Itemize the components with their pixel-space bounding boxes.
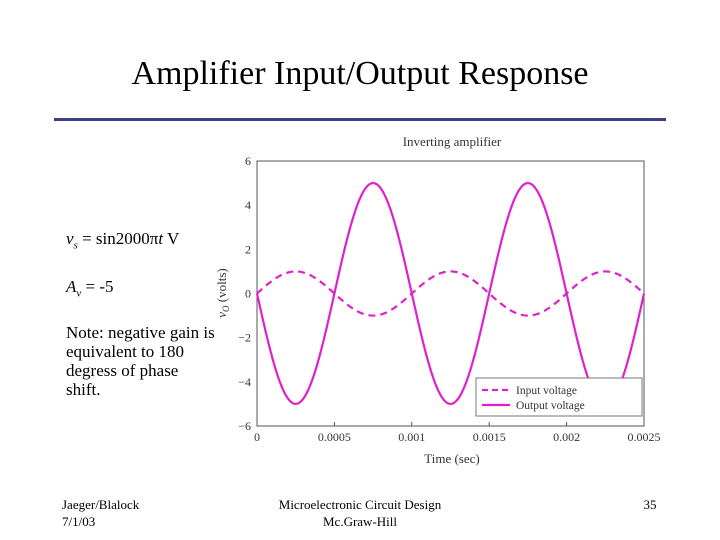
input-equation: vs = sin2000πt V bbox=[66, 229, 179, 255]
y-tick-label: 6 bbox=[245, 154, 251, 168]
eq-gain-sub: v bbox=[76, 287, 82, 300]
x-axis-label: Time (sec) bbox=[424, 451, 480, 466]
title-divider bbox=[54, 118, 666, 121]
x-tick-label: 0.001 bbox=[398, 430, 425, 444]
chart-title: Inverting amplifier bbox=[403, 134, 502, 149]
eq-input-unit: V bbox=[163, 229, 180, 248]
page-number: 35 bbox=[643, 497, 657, 512]
series-line-input-voltage bbox=[256, 270, 645, 317]
slide-title: Amplifier Input/Output Response bbox=[131, 55, 589, 92]
series-line-output-voltage bbox=[255, 181, 646, 406]
y-tick-label: −6 bbox=[238, 419, 251, 433]
y-tick-label: 4 bbox=[245, 198, 251, 212]
y-tick-label: −4 bbox=[238, 375, 251, 389]
footer-publisher: Mc.Graw-Hill bbox=[322, 514, 397, 529]
eq-gain-var: A bbox=[66, 277, 77, 296]
eq-input-t: t bbox=[158, 229, 164, 248]
footer-authors: Jaeger/Blalock 7/1/03 bbox=[62, 496, 139, 530]
x-tick-label: 0.0025 bbox=[628, 430, 661, 444]
inverting-amplifier-chart: Inverting amplifier vO (volts) Time (sec… bbox=[214, 134, 661, 466]
eq-gain-rest: = -5 bbox=[81, 277, 114, 296]
y-tick-label: 0 bbox=[245, 287, 251, 301]
y-axis-label-symbol: v bbox=[214, 312, 229, 318]
eq-input-rest: = sin2000 bbox=[77, 229, 150, 248]
y-axis-label: vO (volts) bbox=[214, 268, 231, 317]
footer-book: Microelectronic Circuit Design Mc.Graw-H… bbox=[220, 496, 500, 530]
x-tick-label: 0 bbox=[254, 430, 260, 444]
eq-input-var: v bbox=[66, 229, 74, 248]
gain-equation: Av = -5 bbox=[66, 277, 114, 303]
x-tick-label: 0.002 bbox=[553, 430, 580, 444]
y-axis-label-sub: O bbox=[221, 305, 231, 312]
x-tick-label: 0.0005 bbox=[318, 430, 351, 444]
legend-label: Output voltage bbox=[516, 400, 585, 412]
y-tick-label: −2 bbox=[238, 331, 251, 345]
phase-note: Note: negative gain is equivalent to 180… bbox=[66, 323, 215, 399]
legend-box bbox=[475, 377, 643, 417]
y-axis-label-unit: (volts) bbox=[214, 268, 229, 305]
legend-label: Input voltage bbox=[516, 385, 577, 397]
footer-date: 7/1/03 bbox=[62, 514, 96, 529]
x-tick-label: 0.0015 bbox=[473, 430, 506, 444]
footer-book-title: Microelectronic Circuit Design bbox=[278, 497, 442, 512]
eq-input-pi: π bbox=[149, 229, 159, 248]
footer-authors-line: Jaeger/Blalock bbox=[62, 497, 140, 512]
chart-container: Inverting amplifier vO (volts) Time (sec… bbox=[212, 130, 680, 470]
y-tick-label: 2 bbox=[245, 242, 251, 256]
eq-input-sub: s bbox=[73, 239, 78, 252]
